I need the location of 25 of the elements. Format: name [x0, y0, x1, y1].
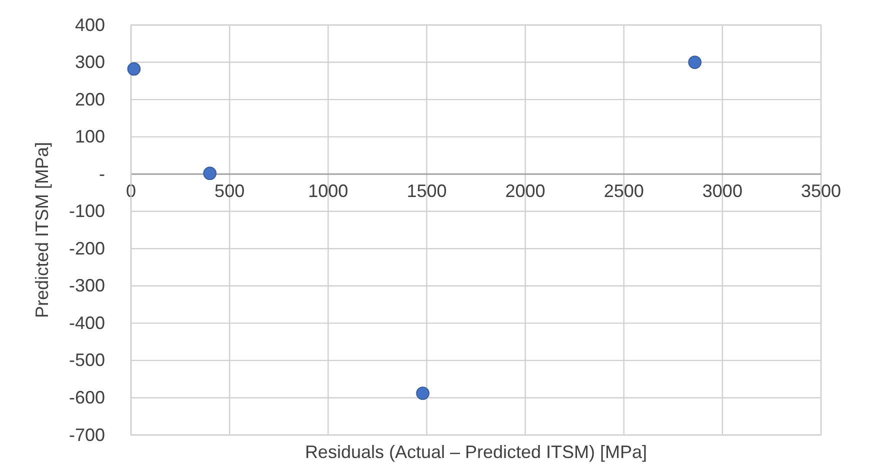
y-axis-title: Predicted ITSM [MPa]: [32, 142, 52, 318]
y-tick-label: -400: [68, 312, 105, 333]
x-tick-label: 1000: [308, 180, 348, 201]
x-tick-label: 1500: [406, 180, 447, 201]
point: [416, 386, 430, 400]
y-tick-label: 400: [74, 14, 105, 35]
y-tick-label: 300: [74, 52, 105, 72]
y-tick-label: 200: [74, 89, 105, 110]
y-tick-label: -500: [68, 350, 105, 370]
x-axis-title: Residuals (Actual – Predicted ITSM) [MPa]: [304, 442, 648, 462]
point: [203, 166, 217, 180]
y-tick-label: -700: [68, 424, 105, 445]
y-tick-label: -200: [68, 238, 105, 258]
y-tick-label: 100: [74, 126, 105, 147]
y-tick-label: -: [99, 164, 105, 184]
y-tick-label: -100: [68, 201, 105, 222]
x-tick-label: 500: [214, 180, 245, 201]
x-tick-label: 2000: [505, 180, 546, 201]
point: [127, 62, 141, 76]
x-tick-label: 3000: [702, 180, 742, 201]
y-tick-label: -300: [68, 276, 105, 296]
x-tick-label: 2500: [604, 180, 644, 201]
y-tick-label: -600: [68, 387, 105, 408]
point: [688, 56, 702, 69]
x-tick-label: 3500: [800, 180, 842, 201]
